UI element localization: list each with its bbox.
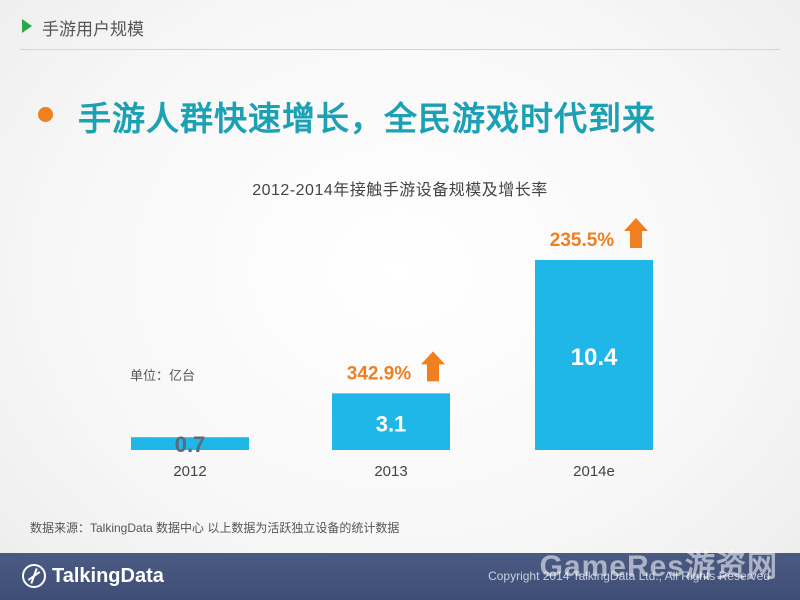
headline: 手游人群快速增长，全民游戏时代到来 [78,100,656,137]
bullet-dot-icon [38,107,53,122]
header-bar: 手游用户规模 [0,0,800,50]
growth-rate-label: 342.9% [347,363,412,384]
footer-bar: TalkingData Copyright 2014 TalkingData L… [0,553,800,600]
watermark: GameRes游资网 [539,550,778,583]
copyright-text: Copyright 2014 TalkingData Ltd., All Rig… [488,569,770,583]
unit-label: 单位：亿台 [130,368,196,383]
bar-value-label: 0.7 [175,432,206,457]
play-triangle-icon [22,19,32,33]
bar-value-label: 3.1 [376,412,407,437]
bar-2014e [535,260,653,450]
logo-text: TalkingData [52,565,164,587]
section-title: 手游用户规模 [42,20,144,39]
bar-2013 [332,393,450,450]
bar-value-label: 10.4 [571,344,618,371]
category-label: 2013 [374,463,407,480]
category-label: 2012 [173,463,206,480]
header-divider [20,49,780,50]
growth-up-arrow-icon [421,351,445,382]
bar-2012 [131,437,249,450]
growth-rate-label: 235.5% [550,230,615,251]
logo-ball-icon [22,564,46,588]
source-footnote: 数据来源：TalkingData 数据中心 以上数据为活跃独立设备的统计数据 [30,521,400,535]
chart-title: 2012-2014年接触手游设备规模及增长率 [252,182,548,199]
category-label: 2014e [573,463,615,480]
growth-up-arrow-icon [624,218,648,248]
bar-chart: 0.7 2012 3.1 2013 342.9% 10.4 2014e 235.5% [131,218,653,480]
